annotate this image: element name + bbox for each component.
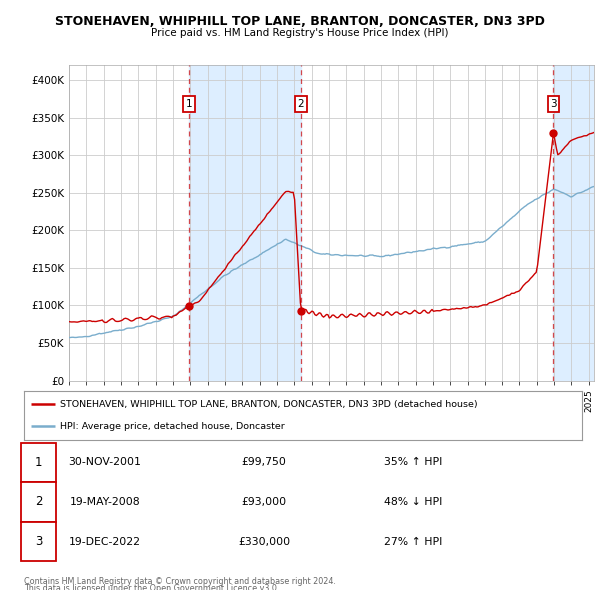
- Text: 19-DEC-2022: 19-DEC-2022: [69, 537, 141, 546]
- Text: This data is licensed under the Open Government Licence v3.0.: This data is licensed under the Open Gov…: [24, 584, 280, 590]
- Text: 27% ↑ HPI: 27% ↑ HPI: [384, 537, 442, 546]
- Text: HPI: Average price, detached house, Doncaster: HPI: Average price, detached house, Donc…: [60, 422, 285, 431]
- Text: Contains HM Land Registry data © Crown copyright and database right 2024.: Contains HM Land Registry data © Crown c…: [24, 577, 336, 586]
- Bar: [553, 65, 594, 381]
- Text: £99,750: £99,750: [242, 457, 286, 467]
- Text: 1: 1: [185, 99, 192, 109]
- Text: 1: 1: [35, 455, 42, 469]
- Text: 2: 2: [35, 496, 42, 509]
- Text: 3: 3: [35, 535, 42, 548]
- Text: STONEHAVEN, WHIPHILL TOP LANE, BRANTON, DONCASTER, DN3 3PD: STONEHAVEN, WHIPHILL TOP LANE, BRANTON, …: [55, 15, 545, 28]
- Text: 35% ↑ HPI: 35% ↑ HPI: [384, 457, 442, 467]
- Text: 30-NOV-2001: 30-NOV-2001: [68, 457, 142, 467]
- Bar: [189, 65, 301, 381]
- Text: 48% ↓ HPI: 48% ↓ HPI: [384, 497, 442, 507]
- Text: 19-MAY-2008: 19-MAY-2008: [70, 497, 140, 507]
- Text: £93,000: £93,000: [241, 497, 287, 507]
- Text: 2: 2: [298, 99, 304, 109]
- Text: 3: 3: [550, 99, 557, 109]
- Text: Price paid vs. HM Land Registry's House Price Index (HPI): Price paid vs. HM Land Registry's House …: [151, 28, 449, 38]
- Text: £330,000: £330,000: [238, 537, 290, 546]
- Text: STONEHAVEN, WHIPHILL TOP LANE, BRANTON, DONCASTER, DN3 3PD (detached house): STONEHAVEN, WHIPHILL TOP LANE, BRANTON, …: [60, 400, 478, 409]
